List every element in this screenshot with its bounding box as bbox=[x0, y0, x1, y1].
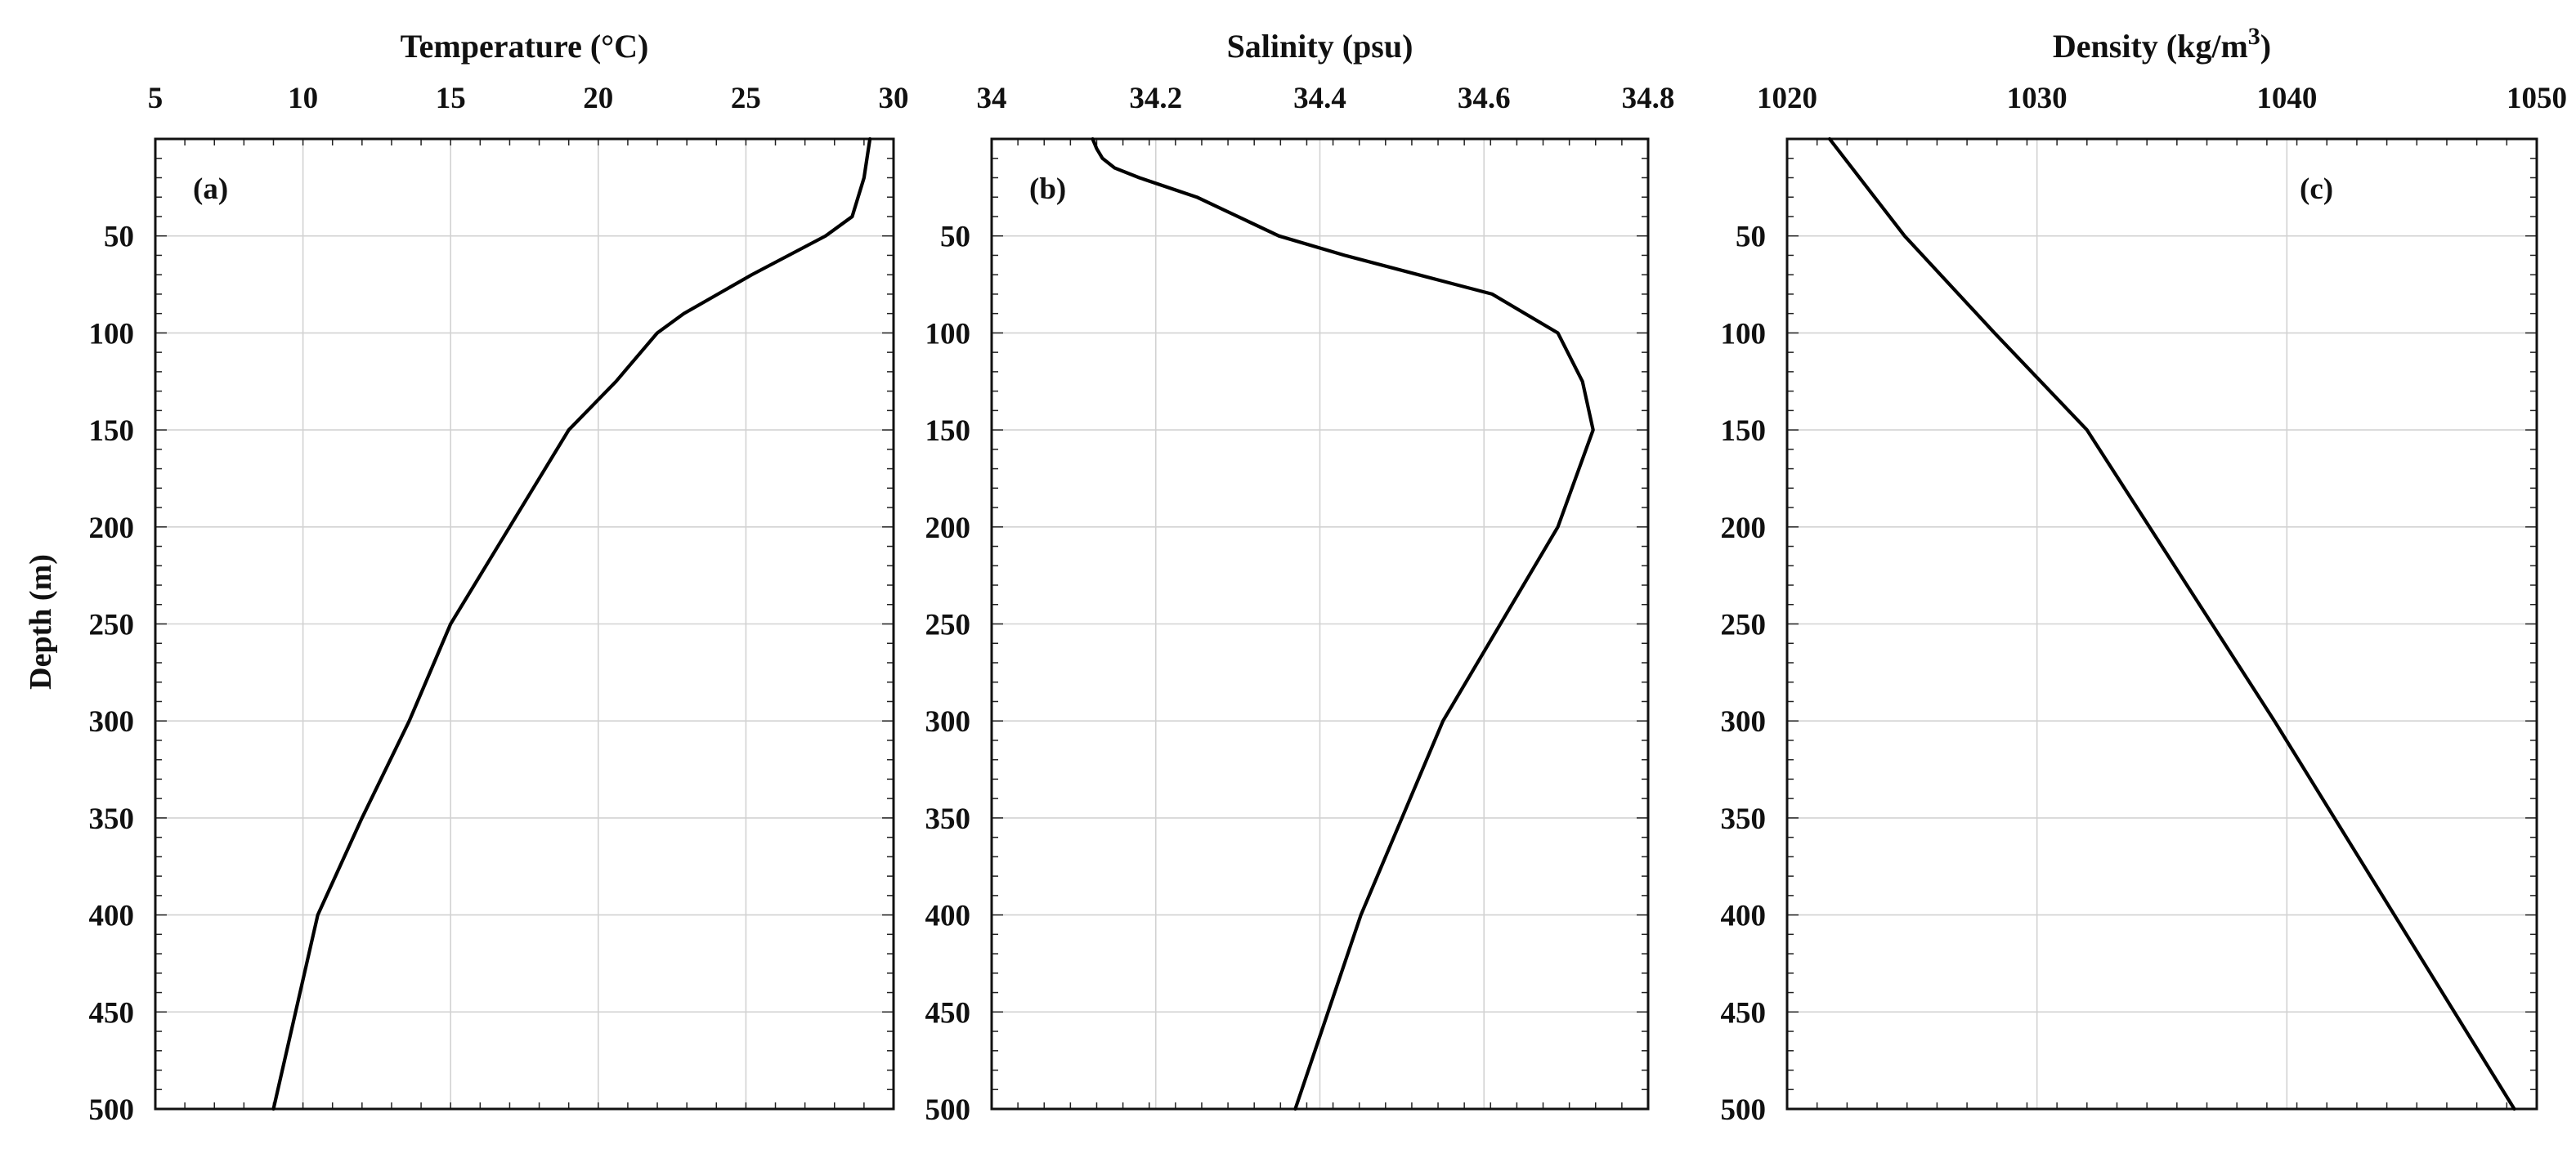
x-tick-label: 5 bbox=[148, 82, 164, 115]
x-tick-label: 34.4 bbox=[1293, 82, 1346, 115]
panel-salinity: 34 34.2 34.4 34.6 34.8 50 100 150 200 250 300 350 40… bbox=[925, 28, 1675, 1127]
y-tick-label: 100 bbox=[89, 317, 135, 351]
y-tick-label: 300 bbox=[1721, 705, 1767, 739]
y-tick-label: 400 bbox=[925, 900, 971, 933]
panel-title-superscript: 3 bbox=[2248, 23, 2260, 50]
x-tick-label: 1050 bbox=[2507, 82, 2567, 115]
x-tick-label: 20 bbox=[583, 82, 613, 115]
x-tick-label: 1040 bbox=[2256, 82, 2317, 115]
x-tick-label: 34.6 bbox=[1458, 82, 1511, 115]
y-tick-label: 500 bbox=[925, 1093, 971, 1127]
y-tick-label: 450 bbox=[925, 996, 971, 1030]
plot-frame bbox=[154, 137, 895, 1111]
series-line bbox=[1091, 136, 1595, 1111]
y-tick-label: 350 bbox=[925, 803, 971, 836]
y-tick-label: 250 bbox=[89, 609, 135, 642]
y-tick-label: 500 bbox=[89, 1093, 135, 1127]
y-tick-label: 150 bbox=[89, 414, 135, 448]
panel-label: (c) bbox=[2300, 172, 2333, 206]
series-line bbox=[271, 136, 872, 1111]
y-tick-label: 450 bbox=[89, 996, 135, 1030]
y-tick-label: 350 bbox=[89, 803, 135, 836]
x-tick-label: 10 bbox=[288, 82, 318, 115]
y-tick-label: 50 bbox=[940, 221, 970, 254]
plot-frame bbox=[990, 137, 1650, 1111]
x-tick-label: 34 bbox=[977, 82, 1007, 115]
panel-title: Density (kg/m3) bbox=[2053, 23, 2271, 65]
y-tick-label: 300 bbox=[925, 705, 971, 739]
y-axis-label: Depth (m) bbox=[24, 554, 58, 690]
y-tick-label: 150 bbox=[1721, 414, 1767, 448]
series-line bbox=[1827, 136, 2516, 1111]
y-tick-label: 50 bbox=[104, 221, 134, 254]
panel-title: Temperature (°C) bbox=[401, 28, 649, 65]
x-tick-label: 34.2 bbox=[1129, 82, 1182, 115]
panel-label: (b) bbox=[1029, 172, 1066, 206]
y-tick-label: 500 bbox=[1721, 1093, 1767, 1127]
y-tick-label: 150 bbox=[925, 414, 971, 448]
panel-label: (a) bbox=[193, 172, 228, 206]
y-tick-label: 200 bbox=[89, 512, 135, 545]
y-tick-label: 100 bbox=[925, 317, 971, 351]
y-tick-label: 350 bbox=[1721, 803, 1767, 836]
y-tick-label: 250 bbox=[1721, 609, 1767, 642]
plot-frame bbox=[1785, 137, 2538, 1111]
x-tick-label: 1030 bbox=[2007, 82, 2068, 115]
panel-title-text: Density (kg/m bbox=[2053, 28, 2248, 65]
x-tick-label: 30 bbox=[879, 82, 909, 115]
panel-title-end: ) bbox=[2260, 28, 2271, 65]
y-tick-label: 400 bbox=[89, 900, 135, 933]
x-tick-label: 25 bbox=[731, 82, 761, 115]
y-tick-label: 100 bbox=[1721, 317, 1767, 351]
panel-title-text: Temperature (°C) bbox=[401, 28, 649, 65]
y-tick-label: 200 bbox=[925, 512, 971, 545]
y-tick-label: 450 bbox=[1721, 996, 1767, 1030]
y-tick-label: 250 bbox=[925, 609, 971, 642]
panel-title: Salinity (psu) bbox=[1227, 28, 1413, 65]
x-tick-label: 1020 bbox=[1757, 82, 1817, 115]
panel-temperature: 5 10 15 20 25 30 50 100 150 200 250 300 350 400 450 500… bbox=[89, 28, 909, 1127]
y-tick-label: 400 bbox=[1721, 900, 1767, 933]
y-tick-label: 50 bbox=[1736, 221, 1766, 254]
y-tick-label: 200 bbox=[1721, 512, 1767, 545]
panel-density: 1020 1030 1040 1050 50 100 150 200 250 300 350 400 4… bbox=[1721, 23, 2568, 1127]
x-tick-label: 34.8 bbox=[1622, 82, 1675, 115]
y-tick-label: 300 bbox=[89, 705, 135, 739]
x-tick-label: 15 bbox=[436, 82, 466, 115]
panel-title-text: Salinity (psu) bbox=[1227, 28, 1413, 65]
